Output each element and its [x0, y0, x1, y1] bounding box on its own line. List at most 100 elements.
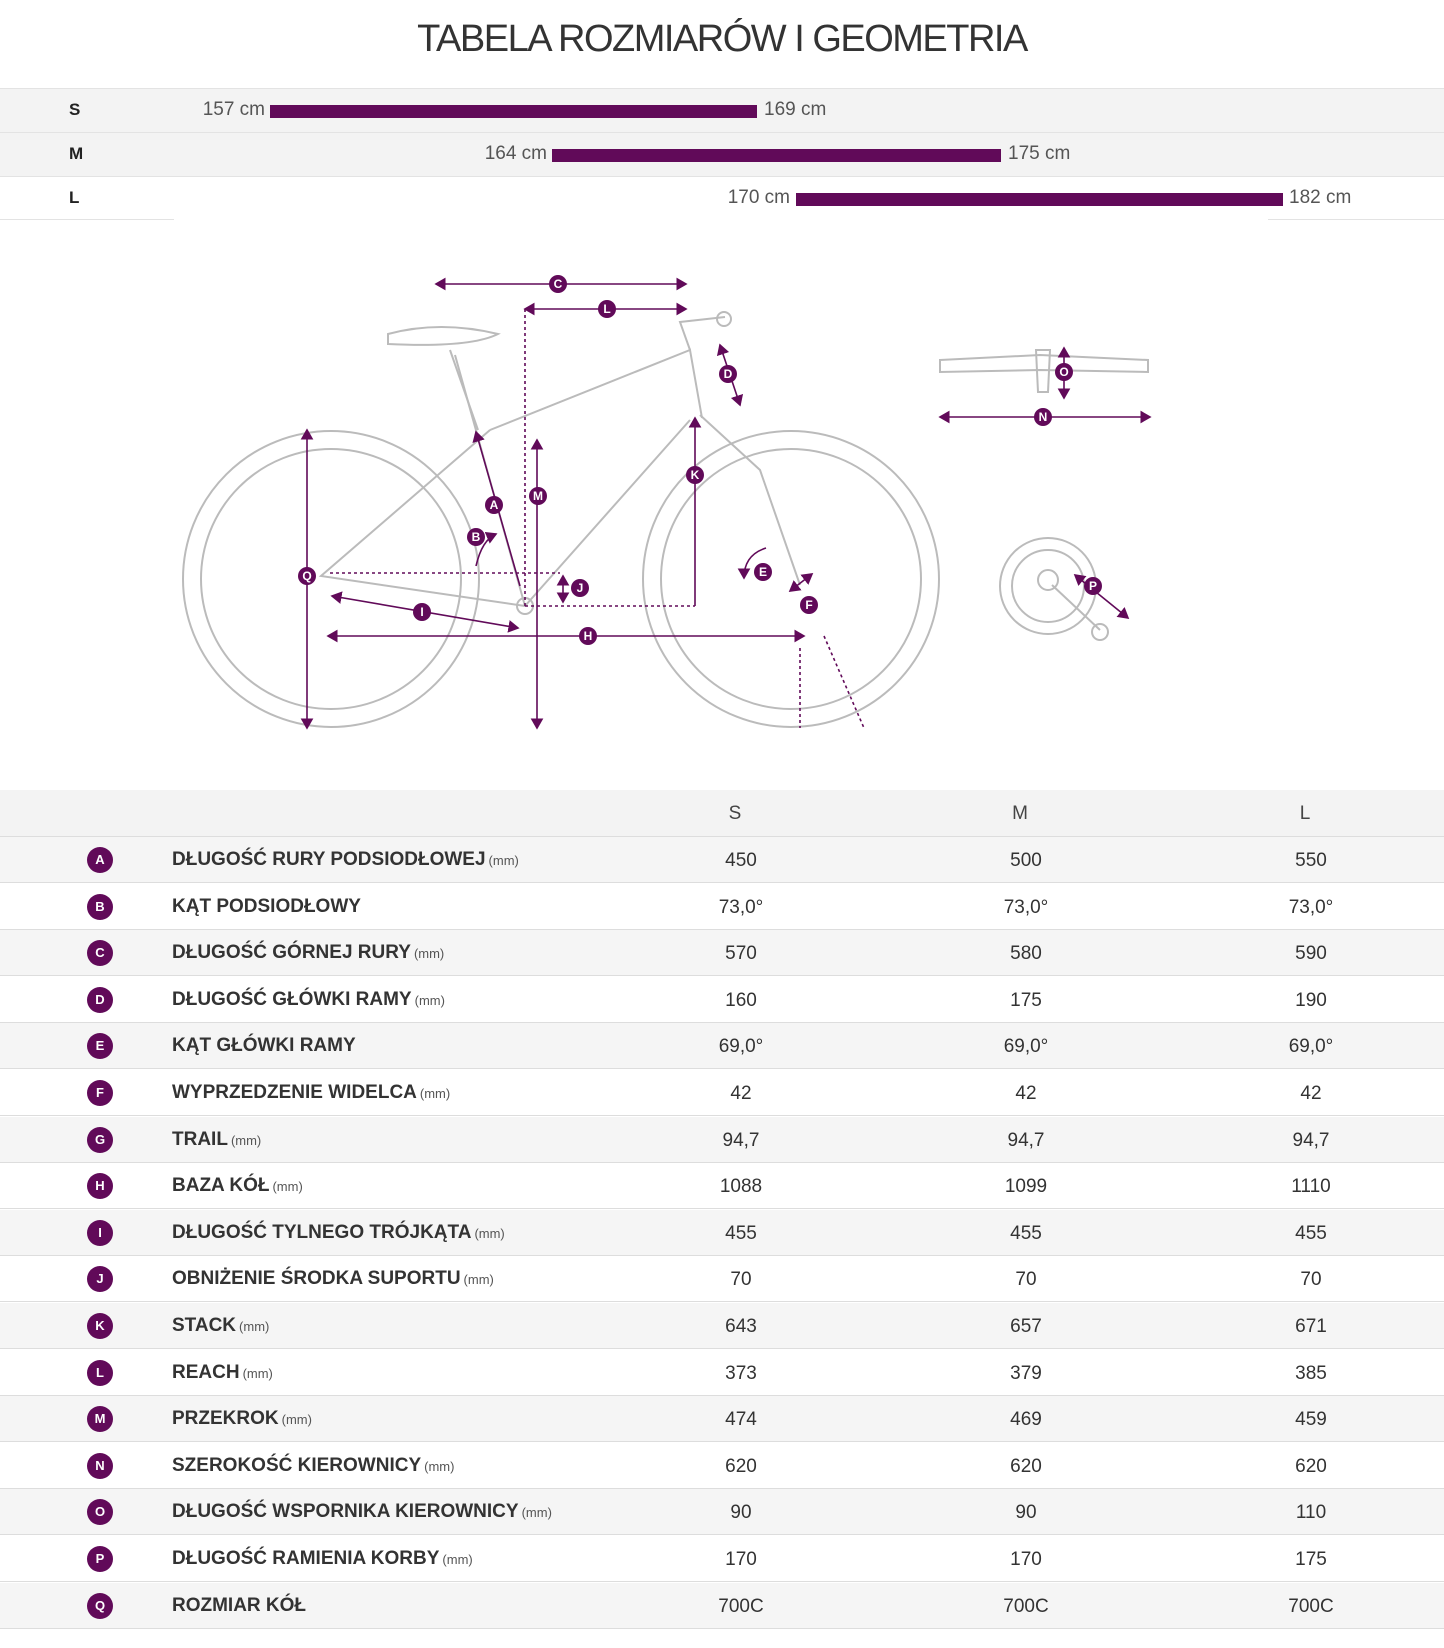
svg-text:O: O [1059, 365, 1068, 379]
value-m: 73,0° [1003, 896, 1049, 918]
parameter-label: KĄT PODSIODŁOWY [172, 895, 361, 917]
value-s: 90 [730, 1502, 752, 1524]
value-s: 474 [725, 1409, 757, 1431]
diagram-label-c: C [549, 275, 567, 293]
parameter-name: STACK (mm) [172, 1315, 269, 1337]
diagram-label-l: L [598, 300, 616, 318]
size-bar [270, 105, 757, 118]
parameter-name: DŁUGOŚĆ GÓRNEJ RURY (mm) [172, 942, 444, 964]
parameter-label: DŁUGOŚĆ GÓRNEJ RURY [172, 942, 411, 964]
value-s: 160 [725, 989, 757, 1011]
table-row: K STACK (mm) 643 657 671 [0, 1303, 1444, 1349]
parameter-label: OBNIŻENIE ŚRODKA SUPORTU [172, 1268, 461, 1290]
svg-text:M: M [533, 489, 543, 503]
bike-outline [182, 311, 1149, 728]
parameter-label: DŁUGOŚĆ TYLNEGO TRÓJKĄTA [172, 1221, 472, 1243]
geometry-table-header: S M L [0, 790, 1444, 837]
diagram-label-n: N [1034, 408, 1052, 426]
value-m: 500 [1010, 850, 1042, 871]
value-m: 469 [1010, 1409, 1042, 1431]
parameter-badge: H [87, 1173, 113, 1200]
parameter-badge: D [87, 986, 113, 1013]
parameter-unit: (mm) [463, 1272, 494, 1288]
size-max: 182 cm [1289, 187, 1352, 208]
table-row: H BAZA KÓŁ (mm) 1088 1099 1110 [0, 1163, 1444, 1210]
parameter-badge: P [87, 1546, 113, 1572]
size-bar [796, 193, 1283, 206]
value-s: 42 [730, 1083, 752, 1104]
value-s: 94,7 [722, 1129, 760, 1151]
svg-text:C: C [554, 277, 563, 291]
parameter-name: ROZMIAR KÓŁ [172, 1595, 309, 1617]
parameter-badge: J [87, 1266, 113, 1293]
parameter-badge: M [87, 1406, 113, 1433]
value-s: 70 [730, 1269, 752, 1291]
svg-text:H: H [584, 629, 593, 643]
parameter-name: WYPRZEDZENIE WIDELCA (mm) [172, 1082, 450, 1104]
size-row-s: S 157 cm 169 cm [0, 89, 1444, 132]
value-m: 620 [1010, 1455, 1042, 1477]
parameter-name: DŁUGOŚĆ GŁÓWKI RAMY (mm) [172, 989, 445, 1011]
diagram-label-d: D [719, 365, 737, 383]
parameter-label: ROZMIAR KÓŁ [172, 1594, 307, 1616]
value-m: 69,0° [1003, 1036, 1049, 1058]
value-l: 110 [1295, 1502, 1327, 1524]
size-min: 157 cm [202, 99, 265, 120]
parameter-label: KĄT GŁÓWKI RAMY [172, 1035, 356, 1057]
table-row: N SZEROKOŚĆ KIEROWNICY (mm) 620 620 620 [0, 1443, 1444, 1489]
value-m: 455 [1010, 1222, 1042, 1244]
value-l: 175 [1295, 1549, 1327, 1570]
parameter-name: DŁUGOŚĆ TYLNEGO TRÓJKĄTA (mm) [172, 1222, 505, 1244]
size-row-m: M 164 cm 175 cm [0, 133, 1444, 176]
value-l: 590 [1295, 943, 1327, 965]
value-m: 90 [1015, 1502, 1037, 1524]
diagram-label-q: Q [298, 567, 316, 585]
value-l: 550 [1295, 850, 1327, 871]
size-min: 164 cm [484, 143, 547, 164]
diagram-label-m: M [529, 487, 547, 505]
parameter-label: DŁUGOŚĆ RURY PODSIODŁOWEJ [172, 849, 486, 870]
table-row: Q ROZMIAR KÓŁ 700C 700C 700C [0, 1582, 1444, 1629]
parameter-unit: (mm) [413, 946, 445, 962]
parameter-label: PRZEKROK [172, 1408, 279, 1430]
parameter-name: PRZEKROK (mm) [172, 1408, 312, 1430]
value-s: 455 [725, 1222, 757, 1244]
diagram-label-k: K [686, 466, 704, 484]
parameter-badge: F [87, 1080, 113, 1106]
table-row: M PRZEKROK (mm) 474 469 459 [0, 1396, 1444, 1443]
parameter-label: REACH [172, 1361, 240, 1383]
diagram-label-e: E [754, 563, 772, 581]
size-label: S [69, 100, 81, 119]
value-l: 1110 [1291, 1176, 1331, 1198]
parameter-badge: O [87, 1499, 113, 1526]
page-title: TABELA ROZMIARÓW I GEOMETRIA [417, 18, 1028, 60]
parameter-badge: L [87, 1359, 113, 1386]
table-row: J OBNIŻENIE ŚRODKA SUPORTU (mm) 70 70 70 [0, 1256, 1444, 1303]
value-m: 170 [1010, 1549, 1042, 1570]
measurement-lines [300, 277, 1152, 730]
parameter-badge: A [87, 847, 113, 873]
value-l: 700C [1288, 1595, 1334, 1617]
parameter-name: DŁUGOŚĆ RURY PODSIODŁOWEJ (mm) [172, 849, 519, 871]
value-m: 94,7 [1007, 1129, 1045, 1151]
svg-text:K: K [691, 468, 700, 482]
value-l: 42 [1300, 1083, 1322, 1104]
parameter-badge: G [87, 1126, 113, 1153]
table-row: C DŁUGOŚĆ GÓRNEJ RURY (mm) 570 580 590 [0, 930, 1444, 977]
table-row: P DŁUGOŚĆ RAMIENIA KORBY (mm) 170 170 175 [0, 1536, 1444, 1582]
svg-text:Q: Q [302, 569, 311, 583]
value-s: 69,0° [718, 1036, 764, 1058]
svg-text:P: P [1089, 579, 1097, 593]
size-label: L [69, 188, 80, 207]
table-row: I DŁUGOŚĆ TYLNEGO TRÓJKĄTA (mm) 455 455 455 [0, 1209, 1444, 1256]
parameter-label: DŁUGOŚĆ RAMIENIA KORBY [172, 1548, 440, 1569]
parameter-label: WYPRZEDZENIE WIDELCA [172, 1082, 417, 1103]
value-l: 455 [1295, 1222, 1327, 1244]
value-l: 459 [1295, 1409, 1327, 1431]
value-m: 657 [1010, 1316, 1042, 1337]
table-row: G TRAIL (mm) 94,7 94,7 94,7 [0, 1116, 1444, 1163]
value-m: 1099 [1004, 1176, 1048, 1198]
size-max: 175 cm [1008, 143, 1071, 164]
svg-text:A: A [490, 498, 499, 512]
parameter-name: REACH (mm) [172, 1362, 273, 1384]
